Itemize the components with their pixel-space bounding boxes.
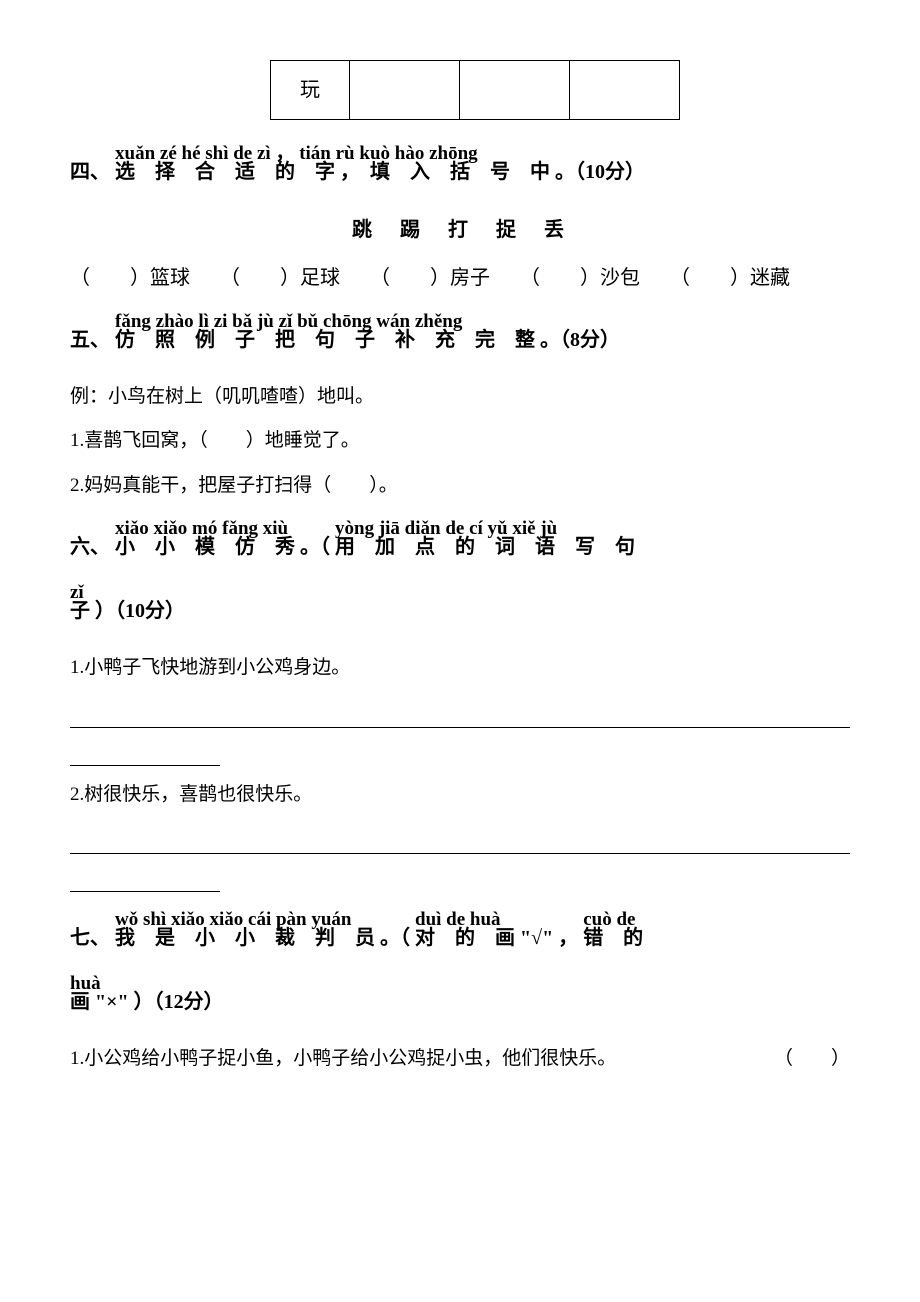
section-5-line2: 2.妈妈真能干，把屋子打扫得（ ）。 xyxy=(70,471,850,501)
section-7-line1: 1.小公鸡给小鸭子捉小鱼，小鸭子给小公鸡捉小虫，他们很快乐。 （ ） xyxy=(70,1044,850,1074)
section-4-score: 。（10分） xyxy=(555,161,645,183)
section-5-number: 五、 xyxy=(70,329,110,351)
table-cell-empty-3 xyxy=(570,60,680,120)
section-6-title: 六、 xiǎo xiǎo mó fǎng xiù 小 小 模 仿 秀 。（ yò… xyxy=(70,525,850,569)
section-7-cross: "×" xyxy=(95,991,129,1013)
section-6-score: ）（10分） xyxy=(95,600,185,622)
section-7-line1-blank: （ ） xyxy=(774,1044,850,1074)
section-7-pinyin-3: cuò de xyxy=(583,899,643,941)
section-5-score: 。（8分） xyxy=(540,329,620,351)
section-6-number: 六、 xyxy=(70,536,110,558)
section-4-title: 四、 xuǎn zé hé shì de zì ， tián rù kuò hà… xyxy=(70,150,850,194)
section-6-blank-2b xyxy=(70,866,220,892)
section-7-ruby-1: wǒ shì xiǎo xiǎo cái pàn yuán 我 是 小 小 裁 … xyxy=(115,916,375,960)
section-5-pinyin: fǎng zhào lì zi bǎ jù zǐ bǔ chōng wán zh… xyxy=(115,301,535,343)
section-5-ruby: fǎng zhào lì zi bǎ jù zǐ bǔ chōng wán zh… xyxy=(115,318,535,362)
section-7-pinyin-4: huà xyxy=(70,963,90,1005)
section-7-title-line2: huà 画 "×" ）（12分） xyxy=(70,980,850,1024)
section-6-pinyin-3: zǐ xyxy=(70,572,90,614)
section-4-pinyin: xuǎn zé hé shì de zì ， tián rù kuò hào z… xyxy=(115,133,550,175)
section-6-pinyin-1: xiǎo xiǎo mó fǎng xiù xyxy=(115,508,295,550)
section-7-mid: 。（ xyxy=(380,927,410,949)
section-4-fill-items: （ ）篮球 （ ）足球 （ ）房子 （ ）沙包 （ ）迷藏 xyxy=(70,262,850,294)
section-7-ruby-3: cuò de 错 的 xyxy=(583,916,643,960)
section-5-title: 五、 fǎng zhào lì zi bǎ jù zǐ bǔ chōng wán… xyxy=(70,318,850,362)
section-7-ruby-4: huà 画 xyxy=(70,980,90,1024)
section-7-title: 七、 wǒ shì xiǎo xiǎo cái pàn yuán 我 是 小 小… xyxy=(70,916,850,960)
section-6-blank-1b xyxy=(70,740,220,766)
section-6-line2: 2.树很快乐，喜鹊也很快乐。 xyxy=(70,780,850,810)
section-6-ruby-1: xiǎo xiǎo mó fǎng xiù 小 小 模 仿 秀 xyxy=(115,525,295,569)
section-6-mid: 。（ xyxy=(300,536,330,558)
table-cell-empty-2 xyxy=(460,60,570,120)
section-7-number: 七、 xyxy=(70,927,110,949)
section-6-title-line2: zǐ 子 ）（10分） xyxy=(70,589,850,633)
section-4-number: 四、 xyxy=(70,161,110,183)
section-7-line1-text: 1.小公鸡给小鸭子捉小鱼，小鸭子给小公鸡捉小虫，他们很快乐。 xyxy=(70,1044,616,1074)
section-6-ruby-2: yòng jiā diǎn de cí yǔ xiě jù 用 加 点 的 词 … xyxy=(335,525,635,569)
section-7-check: "√" xyxy=(520,927,553,949)
section-7-pinyin-2: duì de huà xyxy=(415,899,515,941)
table-cell-wan: 玩 xyxy=(270,60,350,120)
section-7-ruby-2: duì de huà 对 的 画 xyxy=(415,916,515,960)
table-cell-empty-1 xyxy=(350,60,460,120)
section-7-pinyin-1: wǒ shì xiǎo xiǎo cái pàn yuán xyxy=(115,899,375,941)
section-6-ruby-3: zǐ 子 xyxy=(70,589,90,633)
section-5-example: 例：小鸟在树上（叽叽喳喳）地叫。 xyxy=(70,382,850,412)
section-7-sep: ， xyxy=(558,927,578,949)
section-7-score: ）（12分） xyxy=(134,991,224,1013)
section-6-pinyin-2: yòng jiā diǎn de cí yǔ xiě jù xyxy=(335,508,635,550)
section-6-blank-2a xyxy=(70,828,850,854)
section-4-ruby: xuǎn zé hé shì de zì ， tián rù kuò hào z… xyxy=(115,150,550,194)
section-6-line1: 1.小鸭子飞快地游到小公鸡身边。 xyxy=(70,653,850,683)
section-4-choices: 跳 踢 打 捉 丢 xyxy=(70,214,850,246)
section-5-line1: 1.喜鹊飞回窝，（ ）地睡觉了。 xyxy=(70,426,850,456)
section-6-blank-1a xyxy=(70,702,850,728)
character-table-row: 玩 xyxy=(270,60,850,120)
